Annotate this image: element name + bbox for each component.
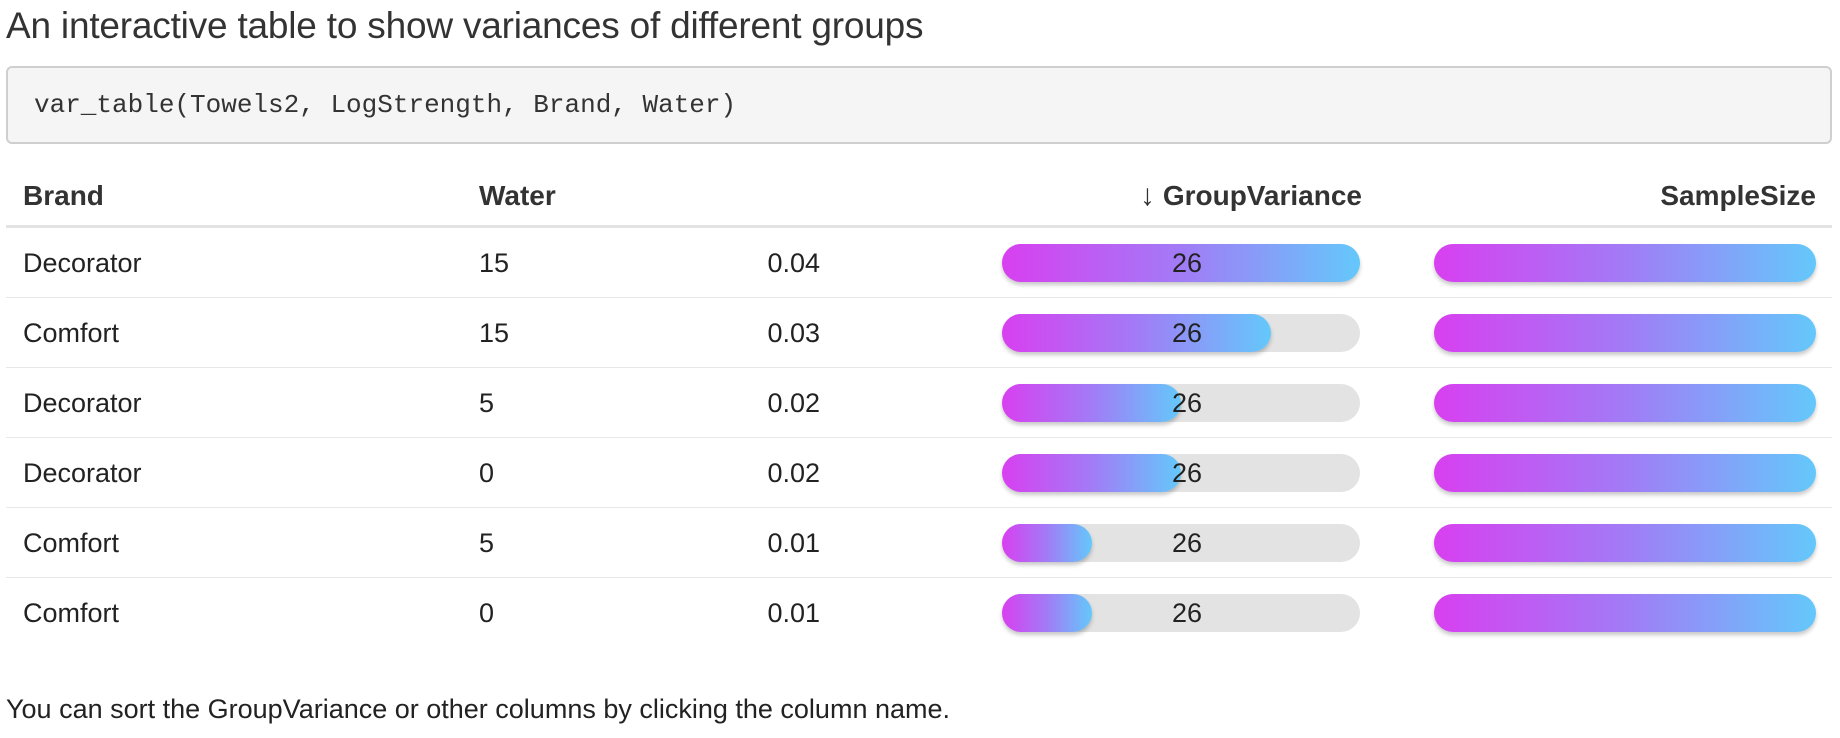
sample-size-bar-fill — [1434, 524, 1816, 562]
variance-bar-track — [1002, 524, 1360, 562]
cell-brand: Comfort — [23, 317, 120, 348]
column-header-sample-size-label: SampleSize — [1660, 179, 1816, 211]
cell-sample-size-bar — [1434, 578, 1816, 648]
variance-bar-fill — [1002, 244, 1360, 282]
cell-group-variance-bar — [1002, 508, 1360, 578]
cell-sample-size-bar — [1434, 508, 1816, 578]
code-block: var_table(Towels2, LogStrength, Brand, W… — [6, 66, 1832, 144]
cell-group-variance-value: 0.02 — [767, 457, 820, 488]
cell-brand: Comfort — [23, 527, 120, 558]
cell-group-variance-bar — [1002, 298, 1360, 368]
cell-sample-size-value: 26 — [1171, 317, 1202, 348]
variance-bar-fill — [1002, 524, 1092, 562]
cell-water: 15 — [479, 317, 510, 348]
cell-water: 0 — [479, 457, 495, 488]
sample-size-bar-track — [1434, 454, 1816, 492]
cell-sample-size-bar — [1434, 438, 1816, 508]
cell-group-variance-bar — [1002, 578, 1360, 648]
table-row: Comfort 5 0.01 26 — [6, 508, 1832, 578]
column-header-water[interactable]: Water — [479, 166, 556, 225]
sort-hint-text: You can sort the GroupVariance or other … — [6, 694, 950, 724]
variance-bar-fill — [1002, 384, 1181, 422]
cell-group-variance-value: 0.03 — [767, 317, 820, 348]
variance-bar-fill — [1002, 314, 1271, 352]
cell-group-variance-value: 0.01 — [767, 597, 820, 628]
variance-bar-track — [1002, 314, 1360, 352]
code-text: var_table(Towels2, LogStrength, Brand, W… — [34, 90, 737, 120]
table-row: Decorator 15 0.04 26 — [6, 228, 1832, 298]
table-row: Decorator 0 0.02 26 — [6, 438, 1832, 508]
table-row: Comfort 15 0.03 26 — [6, 298, 1832, 368]
sample-size-bar-track — [1434, 524, 1816, 562]
cell-sample-size-bar — [1434, 298, 1816, 368]
cell-sample-size-value: 26 — [1171, 387, 1202, 418]
column-header-brand-label: Brand — [23, 179, 104, 211]
column-header-brand[interactable]: Brand — [23, 166, 104, 225]
sample-size-bar-track — [1434, 384, 1816, 422]
sample-size-bar-fill — [1434, 594, 1816, 632]
variance-bar-track — [1002, 384, 1360, 422]
sample-size-bar-track — [1434, 244, 1816, 282]
variance-bar-fill — [1002, 454, 1181, 492]
table-row: Decorator 5 0.02 26 — [6, 368, 1832, 438]
sample-size-bar-fill — [1434, 454, 1816, 492]
cell-group-variance-bar — [1002, 438, 1360, 508]
cell-brand: Decorator — [23, 387, 142, 418]
table-row: Comfort 0 0.01 26 — [6, 578, 1832, 648]
column-header-sample-size[interactable]: SampleSize — [1660, 166, 1816, 225]
cell-brand: Decorator — [23, 457, 142, 488]
cell-water: 15 — [479, 247, 510, 278]
sample-size-bar-fill — [1434, 314, 1816, 352]
column-header-group-variance-label: GroupVariance — [1162, 179, 1362, 211]
variance-table: Brand Water ↓ GroupVariance SampleSize D… — [6, 166, 1832, 648]
cell-group-variance-value: 0.01 — [767, 527, 820, 558]
cell-water: 5 — [479, 527, 495, 558]
cell-group-variance-bar — [1002, 228, 1360, 298]
sort-descending-icon: ↓ — [1139, 178, 1155, 212]
sample-size-bar-track — [1434, 314, 1816, 352]
cell-sample-size-bar — [1434, 228, 1816, 298]
variance-bar-track — [1002, 594, 1360, 632]
cell-brand: Decorator — [23, 247, 142, 278]
variance-bar-track — [1002, 244, 1360, 282]
column-header-water-label: Water — [479, 179, 556, 211]
table-body: Decorator 15 0.04 26 Comfort 15 — [6, 228, 1832, 648]
cell-sample-size-value: 26 — [1171, 527, 1202, 558]
cell-sample-size-value: 26 — [1171, 247, 1202, 278]
page-title: An interactive table to show variances o… — [6, 5, 924, 46]
column-header-group-variance[interactable]: ↓ GroupVariance — [1140, 166, 1362, 225]
variance-bar-fill — [1002, 594, 1092, 632]
sample-size-bar-fill — [1434, 244, 1816, 282]
variance-bar-track — [1002, 454, 1360, 492]
sample-size-bar-track — [1434, 594, 1816, 632]
cell-sample-size-value: 26 — [1171, 597, 1202, 628]
cell-sample-size-bar — [1434, 368, 1816, 438]
cell-water: 5 — [479, 387, 495, 418]
cell-group-variance-value: 0.02 — [767, 387, 820, 418]
cell-brand: Comfort — [23, 597, 120, 628]
cell-group-variance-bar — [1002, 368, 1360, 438]
sample-size-bar-fill — [1434, 384, 1816, 422]
cell-water: 0 — [479, 597, 495, 628]
cell-group-variance-value: 0.04 — [767, 247, 820, 278]
table-header: Brand Water ↓ GroupVariance SampleSize — [6, 166, 1832, 228]
cell-sample-size-value: 26 — [1171, 457, 1202, 488]
